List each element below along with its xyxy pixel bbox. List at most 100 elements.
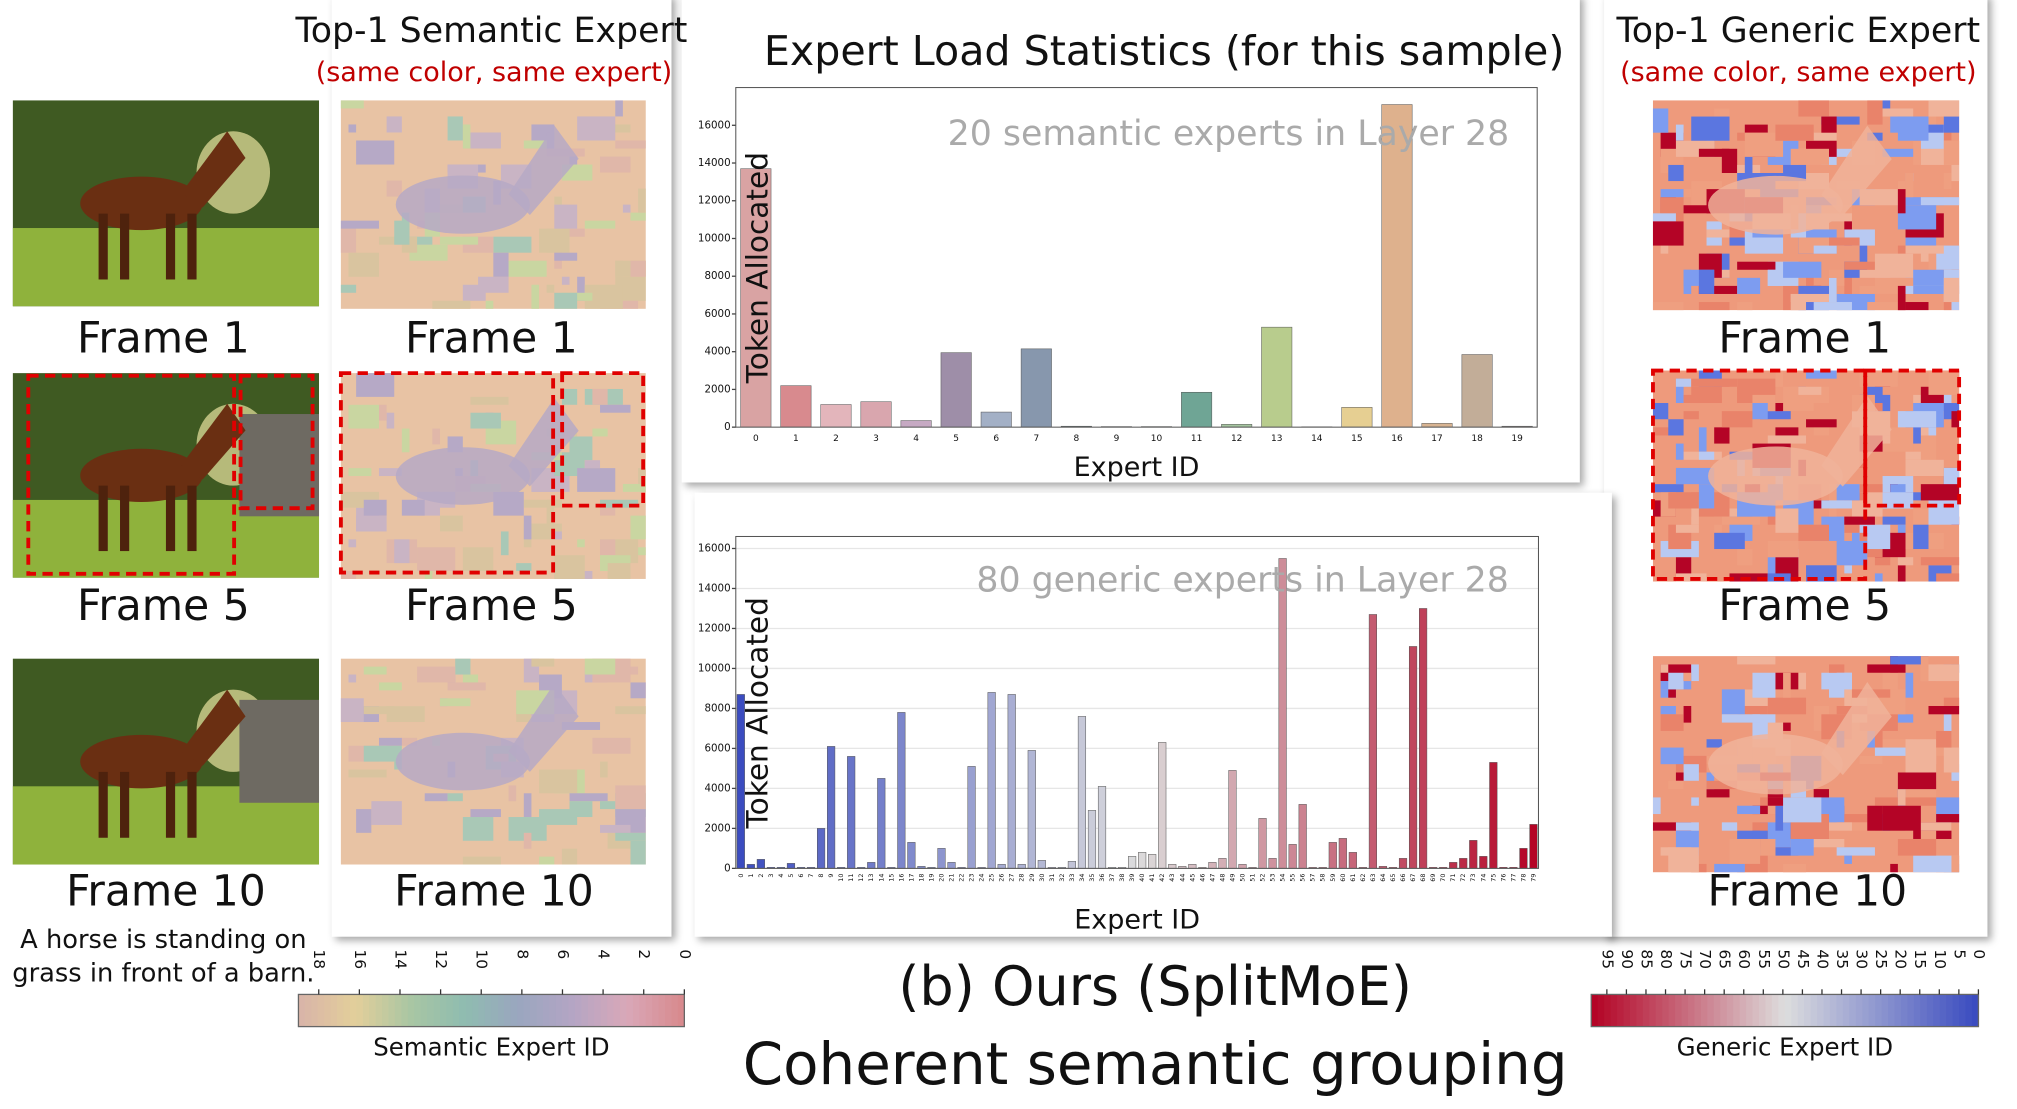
x-tick-label: 76 <box>1499 874 1507 882</box>
bar <box>1288 844 1297 869</box>
map-cell <box>630 260 646 277</box>
x-tick-label: 15 <box>1351 434 1362 444</box>
colorbar-cell <box>1591 994 1599 1027</box>
map-cell <box>1721 822 1738 831</box>
map-cell <box>348 468 372 477</box>
colorbar-cell <box>1926 994 1934 1027</box>
y-tick-label: 12000 <box>698 622 731 634</box>
bar <box>897 712 906 869</box>
colorbar-tick-label: 2 <box>635 949 653 959</box>
bar <box>1017 864 1026 869</box>
map-cell <box>356 809 372 833</box>
map-cell <box>340 100 364 109</box>
map-cell <box>1943 386 1952 404</box>
frame-label: Frame 5 <box>405 582 578 631</box>
horse-leg <box>165 485 176 552</box>
map-cell <box>577 116 616 141</box>
map-cell <box>531 658 555 667</box>
bar <box>780 385 812 428</box>
map-cell <box>1798 386 1822 395</box>
colorbar-cell <box>465 994 473 1027</box>
colorbar-cell <box>1855 994 1863 1027</box>
map-cell <box>1821 116 1837 133</box>
y-tick-label: 14000 <box>698 157 731 169</box>
map-cell <box>1668 492 1699 509</box>
map-cell <box>600 824 631 833</box>
x-tick-label: 3 <box>873 434 879 444</box>
colorbar-cell <box>1720 994 1728 1027</box>
map-cell <box>1874 747 1906 756</box>
map-cell <box>455 658 471 675</box>
chart-panel <box>694 492 1612 937</box>
colorbar-tick-label: 80 <box>1657 949 1675 969</box>
bar <box>1519 848 1528 869</box>
map-cell <box>424 571 433 579</box>
bar <box>820 404 852 428</box>
map-cell <box>1660 747 1684 765</box>
map-cell <box>600 761 608 778</box>
map-cell <box>1913 508 1929 525</box>
map-cell <box>577 276 585 301</box>
map-cell <box>1721 689 1745 715</box>
map-cell <box>630 515 646 540</box>
map-cell <box>1683 705 1692 723</box>
colorbar-cell <box>459 994 467 1027</box>
map-cell <box>1729 838 1761 864</box>
colorbar-cell <box>1913 994 1921 1027</box>
bar <box>1461 354 1493 428</box>
colorbar-cell <box>1655 994 1663 1027</box>
map-cell <box>447 682 486 691</box>
colorbar-tick-label: 45 <box>1794 949 1812 969</box>
map-cell <box>1813 245 1837 254</box>
highlight-box <box>1651 368 1868 581</box>
x-tick-label: 50 <box>1238 874 1246 882</box>
map-cell <box>1905 285 1914 294</box>
colorbar-tick-label: 0 <box>676 949 694 959</box>
map-cell <box>615 785 646 810</box>
frame-label: Frame 10 <box>394 868 594 917</box>
colorbar-cell <box>581 994 589 1027</box>
bar <box>1148 854 1157 869</box>
horse-leg <box>120 485 130 552</box>
colorbar-cell <box>1875 994 1883 1027</box>
map-cell <box>1928 705 1960 715</box>
map-cell <box>1737 277 1761 294</box>
map-horse-neck <box>1821 395 1892 487</box>
highlight-box <box>560 371 646 508</box>
map-cell <box>1813 789 1829 798</box>
colorbar-cell <box>356 994 364 1027</box>
map-cell <box>432 300 471 309</box>
map-cell <box>1752 403 1768 420</box>
map-cell <box>356 515 387 532</box>
colorbar-cell <box>549 994 557 1027</box>
x-tick-label: 63 <box>1369 874 1377 882</box>
x-tick-label: 11 <box>847 874 855 882</box>
x-tick-label: 46 <box>1198 874 1206 882</box>
colorbar-tick-label: 25 <box>1872 949 1890 969</box>
map-cell <box>554 196 562 205</box>
map-cell <box>1913 140 1921 165</box>
map-cell <box>1660 664 1669 673</box>
x-tick-label: 4 <box>777 874 785 878</box>
x-tick-label: 58 <box>1319 874 1327 882</box>
map-cell <box>1890 863 1898 873</box>
x-tick-label: 67 <box>1409 874 1417 882</box>
map-cell <box>1775 370 1784 387</box>
colorbar-cell <box>1965 994 1973 1027</box>
map-cell <box>1652 221 1684 246</box>
colorbar-cell <box>587 994 595 1027</box>
map-cell <box>1836 847 1875 856</box>
map-cell <box>569 793 608 802</box>
map-cell <box>1691 116 1730 141</box>
colorbar-cell <box>382 994 390 1027</box>
colorbar-cell <box>1971 994 1980 1027</box>
map-cell <box>1698 484 1715 509</box>
x-tick-label: 10 <box>837 874 845 882</box>
colorbar-cell <box>536 994 544 1027</box>
x-tick-label: 16 <box>1391 434 1403 444</box>
colorbar-cell <box>1817 994 1825 1027</box>
map-cell <box>1744 156 1753 182</box>
map-cell <box>462 856 501 865</box>
map-cell <box>607 124 631 133</box>
map-cell <box>1668 847 1699 873</box>
